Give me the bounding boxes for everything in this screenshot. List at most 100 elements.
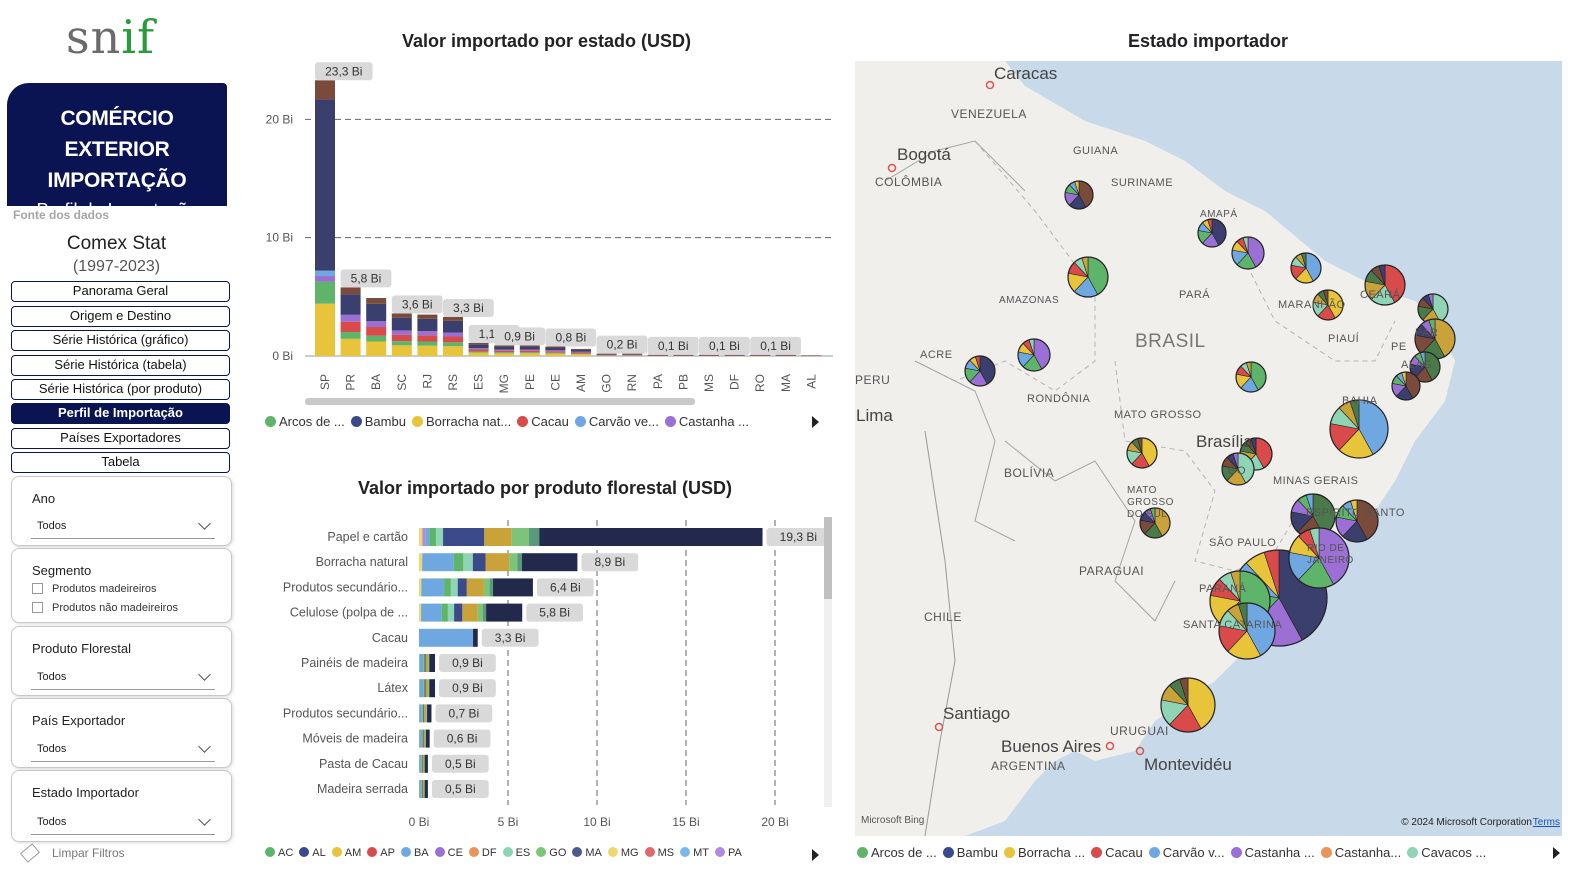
bar-segment-AM[interactable]	[571, 353, 591, 355]
bar-segment-product[interactable]	[421, 704, 423, 723]
bar-segment-product[interactable]	[428, 654, 430, 672]
bar-segment-product[interactable]	[422, 754, 425, 773]
bar-segment-product[interactable]	[447, 603, 455, 622]
product-legend-item[interactable]: AM	[331, 847, 361, 859]
bar-segment-product[interactable]	[425, 654, 429, 672]
bar-segment-product[interactable]	[419, 654, 420, 672]
bar-segment-product[interactable]	[419, 578, 422, 597]
bar-segment-RS[interactable]	[443, 332, 463, 337]
legend-next-icon[interactable]	[812, 849, 819, 861]
bar-segment-product[interactable]	[472, 553, 486, 572]
bar-segment-product[interactable]	[423, 729, 426, 748]
bar-segment-product[interactable]	[484, 528, 512, 546]
bar-segment-product[interactable]	[422, 729, 424, 748]
nav-serie-produto[interactable]: Série Histórica (por produto)	[11, 379, 230, 400]
bar-segment-product[interactable]	[509, 553, 518, 572]
nav-serie-tabela[interactable]: Série Histórica (tabela)	[11, 355, 230, 376]
state-legend-item[interactable]: Carvão ve...	[574, 414, 659, 429]
bar-segment-CE[interactable]	[545, 351, 566, 353]
bar-segment-product[interactable]	[424, 780, 426, 798]
bar-segment-PE[interactable]	[519, 349, 540, 351]
bar-segment-SC[interactable]	[391, 313, 412, 318]
map-legend-item[interactable]: Castanha...	[1320, 845, 1401, 860]
bar-segment-PE[interactable]	[519, 350, 540, 353]
bar-segment-MG[interactable]	[494, 352, 515, 354]
product-legend-item[interactable]: MA	[572, 847, 602, 859]
bar-segment-product[interactable]	[419, 679, 420, 698]
bar-segment-product[interactable]	[420, 780, 422, 798]
bar-segment-product[interactable]	[429, 679, 436, 698]
bar-segment-RN[interactable]	[622, 355, 643, 356]
bar-segment-AM[interactable]	[571, 354, 591, 356]
product-legend-item[interactable]: AC	[265, 847, 293, 859]
bar-segment-PR[interactable]	[340, 331, 361, 339]
bar-segment-PE[interactable]	[519, 345, 540, 347]
bar-segment-product[interactable]	[424, 754, 428, 773]
bar-segment-product[interactable]	[423, 704, 425, 723]
bar-segment-DF[interactable]	[724, 354, 745, 356]
bar-segment-product[interactable]	[443, 528, 485, 546]
chart-state-scrollbar[interactable]	[305, 398, 695, 405]
chart-product-scrollbar[interactable]	[824, 517, 832, 599]
nav-tabela[interactable]: Tabela	[11, 452, 230, 473]
bar-segment-PB[interactable]	[673, 355, 694, 356]
map-legend-item[interactable]: Borracha ...	[1003, 845, 1085, 860]
bar-segment-product[interactable]	[428, 679, 430, 698]
bar-segment-product[interactable]	[422, 553, 454, 572]
state-legend-item[interactable]: Castanha ...	[664, 414, 749, 429]
product-legend-item[interactable]: AL	[299, 847, 326, 859]
bar-segment-product[interactable]	[424, 654, 426, 672]
bar-segment-product[interactable]	[483, 603, 487, 622]
bar-segment-MG[interactable]	[494, 345, 515, 347]
bar-segment-PE[interactable]	[519, 346, 540, 350]
bar-segment-CE[interactable]	[545, 350, 566, 352]
product-legend-item[interactable]: CE	[434, 847, 463, 859]
bar-segment-RS[interactable]	[443, 316, 463, 321]
bar-segment-PB[interactable]	[673, 354, 694, 356]
bar-segment-ES[interactable]	[468, 342, 489, 345]
state-legend-item[interactable]: Bambu	[350, 414, 406, 429]
nav-serie-grafico[interactable]: Série Histórica (gráfico)	[11, 330, 230, 351]
bar-segment-product[interactable]	[539, 528, 763, 546]
bar-segment-product[interactable]	[421, 754, 423, 773]
bar-segment-product[interactable]	[421, 578, 445, 597]
bar-segment-GO[interactable]	[596, 353, 617, 355]
bar-segment-product[interactable]	[521, 553, 578, 572]
legend-next-icon[interactable]	[812, 416, 819, 428]
bar-segment-product[interactable]	[463, 553, 473, 572]
bar-segment-RJ[interactable]	[417, 335, 438, 342]
bar-segment-BA[interactable]	[366, 335, 387, 342]
bar-segment-product[interactable]	[477, 603, 484, 622]
bar-segment-MA[interactable]	[775, 354, 796, 356]
bar-segment-product[interactable]	[511, 528, 529, 546]
map-legend-item[interactable]: Bambu	[942, 845, 998, 860]
bar-segment-MA[interactable]	[775, 355, 796, 356]
bar-segment-SC[interactable]	[391, 345, 412, 356]
bar-segment-GO[interactable]	[596, 355, 617, 356]
product-legend-item[interactable]: DF	[468, 847, 497, 859]
bar-segment-PA[interactable]	[647, 354, 668, 356]
bar-segment-AM[interactable]	[571, 348, 591, 350]
bar-segment-CE[interactable]	[545, 353, 566, 356]
product-legend-item[interactable]: MG	[607, 847, 639, 859]
bar-segment-RN[interactable]	[622, 355, 643, 356]
bar-segment-product[interactable]	[450, 578, 458, 597]
bar-segment-PR[interactable]	[340, 314, 361, 322]
filter-produto-select[interactable]: Todos	[31, 665, 215, 690]
bar-segment-product[interactable]	[426, 704, 427, 723]
filter-pais-select[interactable]: Todos	[31, 737, 215, 762]
bar-segment-SP[interactable]	[315, 303, 335, 356]
bar-segment-BA[interactable]	[366, 341, 387, 356]
bar-segment-product[interactable]	[426, 704, 428, 723]
bar-segment-BA[interactable]	[366, 327, 387, 336]
bar-segment-product[interactable]	[424, 679, 426, 698]
bar-segment-ES[interactable]	[468, 351, 489, 353]
bar-segment-product[interactable]	[428, 679, 429, 698]
bar-segment-product[interactable]	[419, 729, 422, 748]
bar-segment-product[interactable]	[483, 578, 490, 597]
bar-segment-product[interactable]	[517, 553, 522, 572]
bar-segment-RJ[interactable]	[417, 331, 438, 336]
bar-segment-PR[interactable]	[340, 321, 361, 332]
bar-segment-MG[interactable]	[494, 350, 515, 353]
bar-segment-PA[interactable]	[647, 355, 668, 356]
